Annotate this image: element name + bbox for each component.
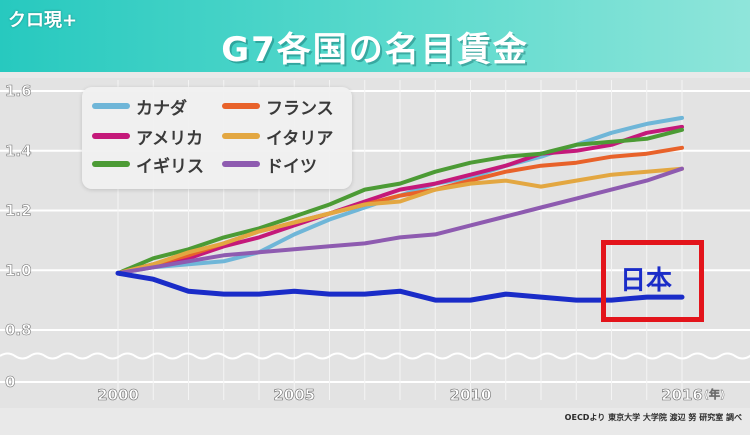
legend-item: カナダ <box>92 95 187 119</box>
x-tick-label: 2005 <box>273 386 315 404</box>
legend-label: イタリア <box>266 128 334 149</box>
legend-swatch <box>222 103 260 109</box>
legend-swatch <box>92 161 130 167</box>
legend-label: カナダ <box>136 98 187 119</box>
series-line <box>115 270 685 303</box>
y-tick-label: 1.2 <box>5 202 32 220</box>
legend-swatch <box>92 103 130 109</box>
x-tick-label: 2010 <box>450 386 492 404</box>
y-tick-label: 0 <box>5 373 15 391</box>
japan-series-label: 日本 <box>620 266 673 296</box>
chart-legend: カナダ フランスアメリカ イタリアイギリス ドイツ <box>82 87 352 189</box>
chart-title: G7各国の名目賃金 <box>221 30 529 70</box>
y-tick-label: 0.8 <box>5 321 32 339</box>
legend-item: アメリカ <box>92 125 204 149</box>
japan-highlight-box <box>601 240 704 322</box>
legend-item: イタリア <box>222 125 334 149</box>
x-tick-label: 2000 <box>97 386 139 404</box>
source-note: OECDより 東京大学 大学院 渡辺 努 研究室 調べ <box>564 413 742 422</box>
x-tick-label: 2016 <box>661 386 703 404</box>
y-tick-label: 1.6 <box>5 82 32 100</box>
legend-swatch <box>222 161 260 167</box>
title-banner <box>0 0 750 72</box>
legend-label: フランス <box>266 98 334 119</box>
y-tick-label: 1.4 <box>5 142 32 160</box>
series-line <box>116 127 684 276</box>
legend-label: ドイツ <box>266 156 317 177</box>
legend-item: フランス <box>222 95 334 119</box>
program-logo: クロ現+ <box>8 10 78 31</box>
legend-label: アメリカ <box>136 128 204 149</box>
legend-swatch <box>92 133 130 139</box>
x-axis-unit: (年) <box>704 387 725 401</box>
legend-item: イギリス <box>92 153 204 177</box>
series-line <box>116 166 684 276</box>
axis-break-wave <box>0 352 750 360</box>
legend-item: ドイツ <box>222 153 317 177</box>
legend-label: イギリス <box>136 156 204 177</box>
y-tick-label: 1.0 <box>5 261 32 279</box>
legend-swatch <box>222 133 260 139</box>
series-line <box>116 166 684 276</box>
series-line <box>116 124 684 276</box>
